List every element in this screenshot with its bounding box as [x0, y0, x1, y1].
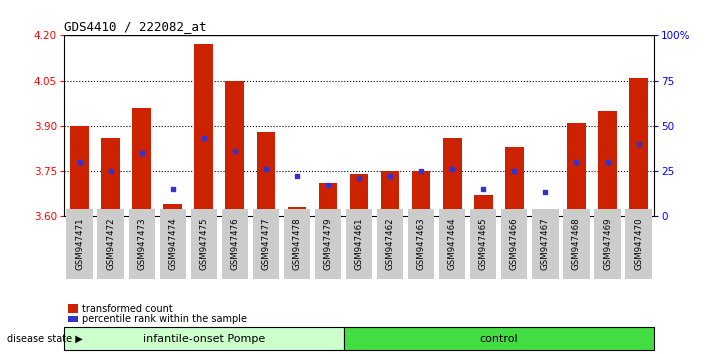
Text: GSM947462: GSM947462 [385, 218, 395, 270]
Bar [288, 207, 306, 216]
Bar [257, 132, 275, 216]
Bar [536, 210, 555, 216]
Bar [132, 108, 151, 216]
Text: GSM947470: GSM947470 [634, 218, 643, 270]
Text: GDS4410 / 222082_at: GDS4410 / 222082_at [64, 20, 206, 33]
Text: GSM947461: GSM947461 [355, 218, 363, 270]
Bar [101, 138, 120, 216]
Bar [70, 126, 89, 216]
Text: transformed count: transformed count [82, 304, 173, 314]
Bar [598, 110, 617, 216]
Text: GSM947464: GSM947464 [448, 218, 456, 270]
Text: GSM947479: GSM947479 [324, 218, 333, 270]
Text: GSM947478: GSM947478 [292, 218, 301, 270]
Bar [412, 171, 430, 216]
Bar [225, 81, 244, 216]
Text: GSM947476: GSM947476 [230, 218, 240, 270]
Text: disease state ▶: disease state ▶ [7, 334, 83, 344]
Text: GSM947466: GSM947466 [510, 218, 519, 270]
Text: GSM947472: GSM947472 [106, 218, 115, 270]
Text: control: control [479, 334, 518, 344]
Text: percentile rank within the sample: percentile rank within the sample [82, 314, 247, 324]
Text: GSM947465: GSM947465 [479, 218, 488, 270]
Bar [629, 78, 648, 216]
Text: GSM947467: GSM947467 [541, 218, 550, 270]
Text: GSM947471: GSM947471 [75, 218, 84, 270]
Bar [474, 195, 493, 216]
Text: GSM947463: GSM947463 [417, 218, 426, 270]
Bar [381, 171, 400, 216]
Text: GSM947474: GSM947474 [169, 218, 177, 270]
Bar [505, 147, 524, 216]
Text: GSM947473: GSM947473 [137, 218, 146, 270]
Bar [194, 45, 213, 216]
Text: GSM947468: GSM947468 [572, 218, 581, 270]
Bar [443, 138, 461, 216]
Bar [567, 123, 586, 216]
Text: infantile-onset Pompe: infantile-onset Pompe [143, 334, 265, 344]
Text: GSM947469: GSM947469 [603, 218, 612, 270]
Text: GSM947475: GSM947475 [199, 218, 208, 270]
Bar [319, 183, 337, 216]
Text: GSM947477: GSM947477 [262, 218, 270, 270]
Bar [350, 174, 368, 216]
Bar [164, 204, 182, 216]
